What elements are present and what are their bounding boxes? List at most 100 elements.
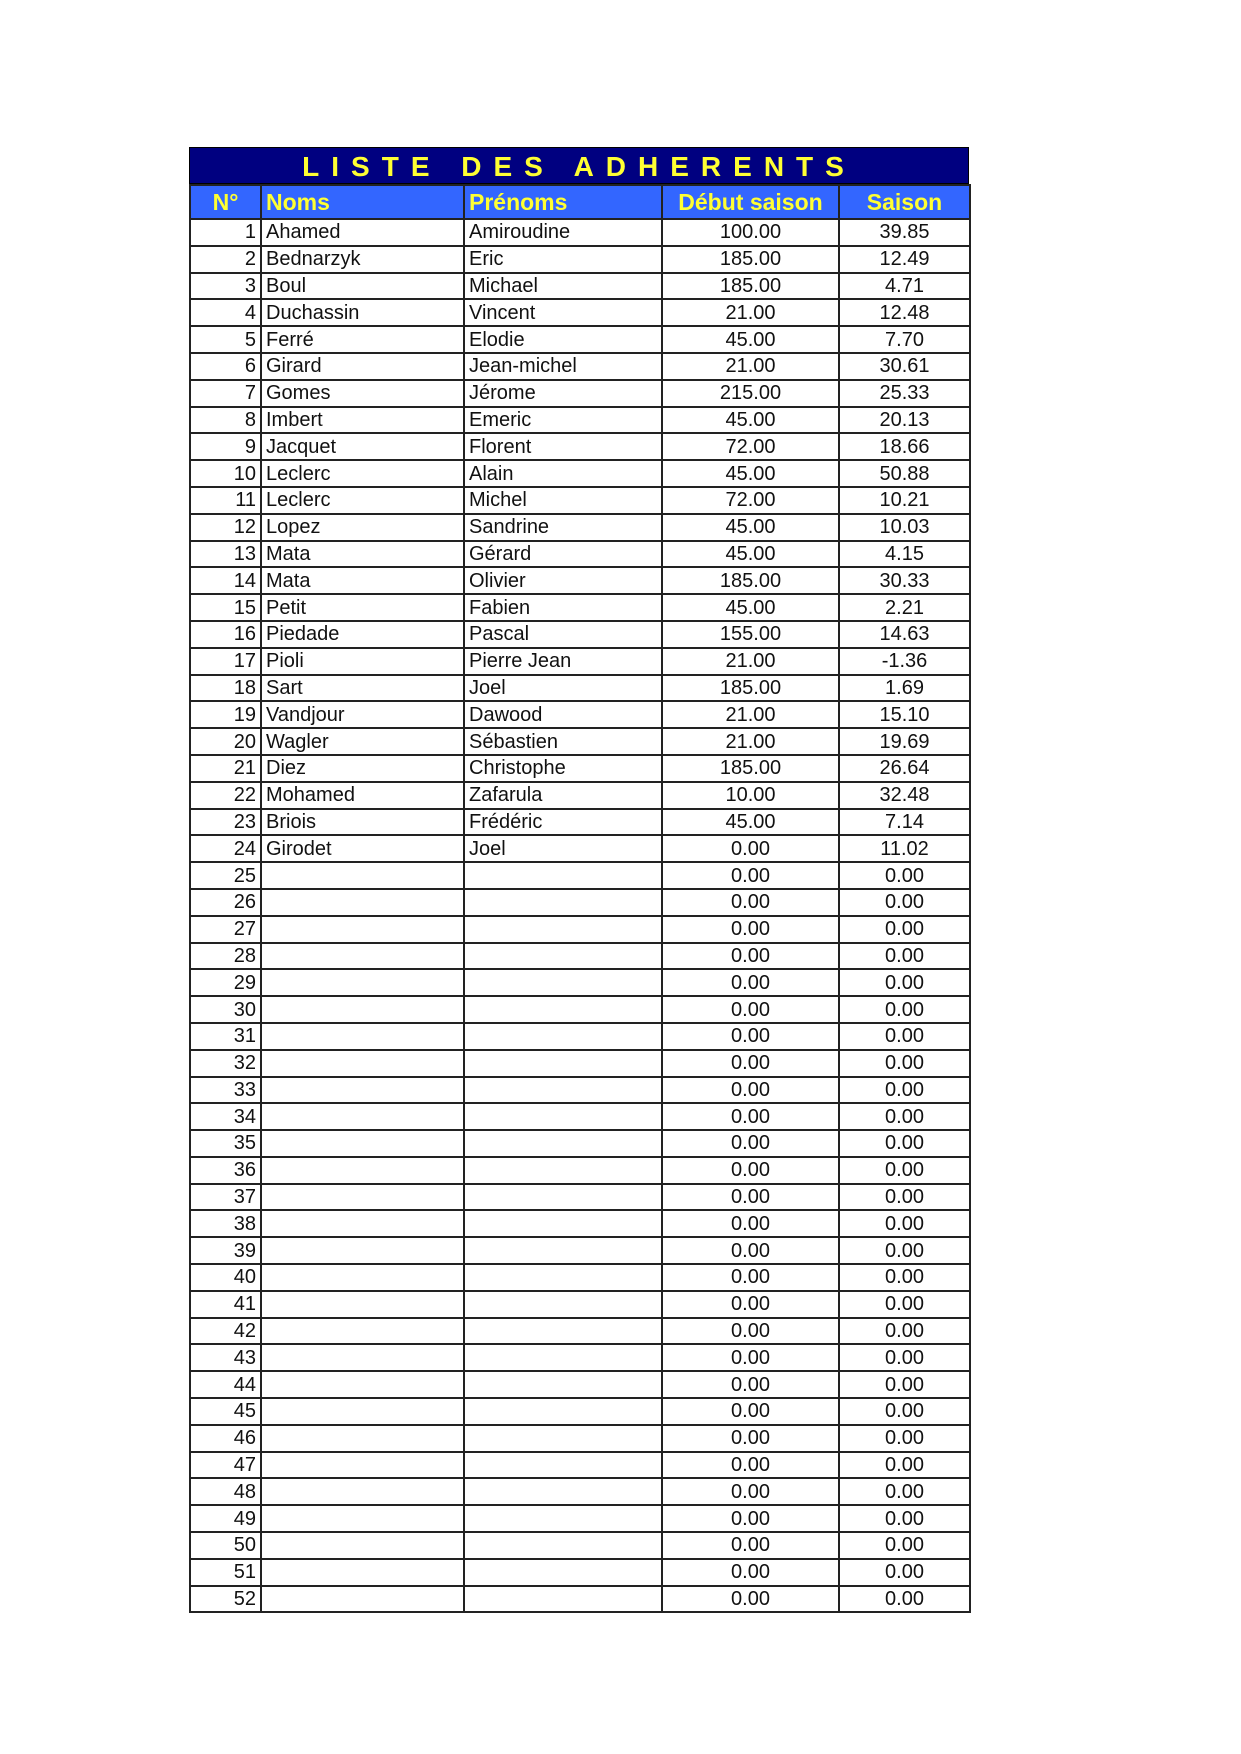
cell-nom[interactable] <box>260 968 465 998</box>
cell-number[interactable]: 20 <box>189 727 262 756</box>
cell-prenom[interactable] <box>463 1182 663 1212</box>
cell-number[interactable]: 40 <box>189 1263 262 1292</box>
cell-prenom[interactable]: Vincent <box>463 298 663 328</box>
cell-nom[interactable]: Lopez <box>260 512 465 542</box>
cell-saison[interactable]: 7.70 <box>838 325 971 354</box>
cell-nom[interactable]: Petit <box>260 593 465 622</box>
cell-prenom[interactable] <box>463 1370 663 1400</box>
cell-prenom[interactable] <box>463 995 663 1024</box>
cell-nom[interactable] <box>260 1182 465 1212</box>
cell-number[interactable]: 52 <box>189 1584 262 1614</box>
cell-number[interactable]: 12 <box>189 512 262 542</box>
cell-prenom[interactable]: Olivier <box>463 566 663 596</box>
cell-debut-saison[interactable]: 185.00 <box>661 244 840 274</box>
cell-saison[interactable]: 0.00 <box>838 1531 971 1560</box>
cell-debut-saison[interactable]: 45.00 <box>661 807 840 837</box>
cell-debut-saison[interactable]: 0.00 <box>661 914 840 944</box>
cell-debut-saison[interactable]: 0.00 <box>661 968 840 998</box>
cell-saison[interactable]: 12.49 <box>838 244 971 274</box>
cell-saison[interactable]: 0.00 <box>838 1504 971 1534</box>
cell-nom[interactable]: Sart <box>260 673 465 703</box>
cell-number[interactable]: 14 <box>189 566 262 596</box>
cell-number[interactable]: 21 <box>189 753 262 783</box>
cell-prenom[interactable] <box>463 1397 663 1426</box>
cell-saison[interactable]: 30.61 <box>838 351 971 381</box>
cell-nom[interactable] <box>260 1584 465 1614</box>
cell-nom[interactable]: Mohamed <box>260 780 465 810</box>
cell-nom[interactable] <box>260 1557 465 1587</box>
cell-saison[interactable]: 0.00 <box>838 1236 971 1266</box>
cell-debut-saison[interactable]: 0.00 <box>661 1343 840 1373</box>
cell-number[interactable]: 38 <box>189 1209 262 1239</box>
cell-nom[interactable]: Wagler <box>260 727 465 756</box>
cell-number[interactable]: 33 <box>189 1075 262 1105</box>
cell-nom[interactable]: Ahamed <box>260 218 465 247</box>
cell-debut-saison[interactable]: 0.00 <box>661 1209 840 1239</box>
cell-nom[interactable] <box>260 861 465 890</box>
cell-number[interactable]: 49 <box>189 1504 262 1534</box>
cell-saison[interactable]: 0.00 <box>838 1584 971 1614</box>
cell-saison[interactable]: 0.00 <box>838 1021 971 1051</box>
cell-nom[interactable] <box>260 1155 465 1185</box>
cell-saison[interactable]: 12.48 <box>838 298 971 328</box>
cell-debut-saison[interactable]: 0.00 <box>661 1289 840 1319</box>
cell-nom[interactable]: Girard <box>260 351 465 381</box>
cell-prenom[interactable]: Zafarula <box>463 780 663 810</box>
cell-saison[interactable]: 0.00 <box>838 1397 971 1426</box>
cell-prenom[interactable]: Joel <box>463 834 663 864</box>
cell-debut-saison[interactable]: 185.00 <box>661 566 840 596</box>
cell-debut-saison[interactable]: 0.00 <box>661 834 840 864</box>
cell-number[interactable]: 39 <box>189 1236 262 1266</box>
cell-debut-saison[interactable]: 21.00 <box>661 646 840 676</box>
cell-saison[interactable]: 50.88 <box>838 459 971 488</box>
cell-debut-saison[interactable]: 100.00 <box>661 218 840 247</box>
cell-saison[interactable]: 0.00 <box>838 914 971 944</box>
cell-debut-saison[interactable]: 215.00 <box>661 378 840 408</box>
cell-saison[interactable]: 20.13 <box>838 405 971 435</box>
cell-debut-saison[interactable]: 21.00 <box>661 700 840 730</box>
cell-debut-saison[interactable]: 0.00 <box>661 1397 840 1426</box>
cell-nom[interactable] <box>260 1531 465 1560</box>
cell-saison[interactable]: -1.36 <box>838 646 971 676</box>
cell-number[interactable]: 48 <box>189 1477 262 1507</box>
cell-number[interactable]: 36 <box>189 1155 262 1185</box>
cell-prenom[interactable]: Eric <box>463 244 663 274</box>
cell-saison[interactable]: 0.00 <box>838 1155 971 1185</box>
cell-number[interactable]: 43 <box>189 1343 262 1373</box>
cell-saison[interactable]: 0.00 <box>838 968 971 998</box>
cell-number[interactable]: 10 <box>189 459 262 488</box>
cell-nom[interactable] <box>260 941 465 971</box>
cell-prenom[interactable] <box>463 941 663 971</box>
cell-prenom[interactable] <box>463 914 663 944</box>
cell-prenom[interactable] <box>463 1557 663 1587</box>
cell-saison[interactable]: 0.00 <box>838 1209 971 1239</box>
cell-debut-saison[interactable]: 0.00 <box>661 1102 840 1132</box>
cell-prenom[interactable] <box>463 1048 663 1078</box>
cell-nom[interactable]: Duchassin <box>260 298 465 328</box>
cell-saison[interactable]: 0.00 <box>838 887 971 917</box>
cell-number[interactable]: 24 <box>189 834 262 864</box>
cell-nom[interactable] <box>260 1397 465 1426</box>
cell-debut-saison[interactable]: 0.00 <box>661 1075 840 1105</box>
cell-nom[interactable] <box>260 1504 465 1534</box>
cell-nom[interactable] <box>260 995 465 1024</box>
cell-prenom[interactable] <box>463 1075 663 1105</box>
cell-prenom[interactable]: Florent <box>463 432 663 462</box>
cell-prenom[interactable]: Dawood <box>463 700 663 730</box>
cell-prenom[interactable] <box>463 1584 663 1614</box>
cell-prenom[interactable] <box>463 1531 663 1560</box>
cell-nom[interactable]: Girodet <box>260 834 465 864</box>
cell-debut-saison[interactable]: 45.00 <box>661 512 840 542</box>
cell-saison[interactable]: 0.00 <box>838 1102 971 1132</box>
cell-nom[interactable] <box>260 914 465 944</box>
cell-prenom[interactable]: Michel <box>463 485 663 515</box>
cell-prenom[interactable] <box>463 1102 663 1132</box>
cell-nom[interactable]: Piedade <box>260 619 465 649</box>
cell-prenom[interactable] <box>463 1343 663 1373</box>
cell-number[interactable]: 32 <box>189 1048 262 1078</box>
cell-nom[interactable]: Leclerc <box>260 485 465 515</box>
cell-prenom[interactable]: Frédéric <box>463 807 663 837</box>
cell-prenom[interactable] <box>463 1423 663 1453</box>
cell-nom[interactable] <box>260 887 465 917</box>
cell-saison[interactable]: 18.66 <box>838 432 971 462</box>
